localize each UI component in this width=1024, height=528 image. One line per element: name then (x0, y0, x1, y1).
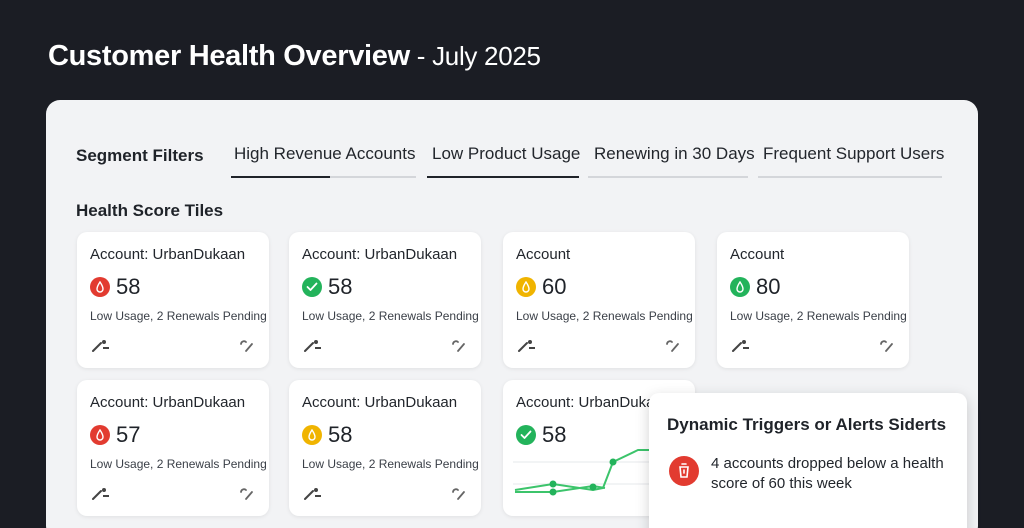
link-icon[interactable] (449, 486, 467, 502)
tile-score: 58 (328, 274, 353, 299)
tab-active-indicator (231, 176, 330, 178)
tile-score: 60 (542, 274, 567, 299)
check-icon (302, 277, 322, 297)
alert-icon (669, 456, 699, 486)
tile-account-name: Account (730, 246, 785, 263)
alert-drop-icon (90, 277, 110, 297)
health-tile[interactable]: Account 60 Low Usage, 2 Renewals Pending (503, 232, 695, 368)
link-icon[interactable] (237, 486, 255, 502)
tile-description: Low Usage, 2 Renewals Pending (90, 309, 267, 323)
tab-renewing-underline (588, 176, 748, 178)
tile-description: Low Usage, 2 Renewals Pending (302, 457, 479, 471)
tab-low-product-usage[interactable]: Low Product Usage (432, 144, 581, 163)
tab-high-revenue-accounts[interactable]: High Revenue Accounts (234, 144, 416, 163)
tile-description: Low Usage, 2 Renewals Pending (516, 309, 693, 323)
tile-account-name: Account: UrbanDukaan (302, 394, 458, 411)
alert-drop-icon (516, 277, 536, 297)
tile-score-row: 80 (730, 274, 780, 300)
tile-score-row: 58 (302, 422, 352, 448)
health-score-tiles-label: Health Score Tiles (76, 201, 224, 220)
tile-account-name: Account: UrbanDukaan (90, 394, 246, 411)
link-icon[interactable] (449, 338, 467, 354)
tile-description: Low Usage, 2 Renewals Pending (90, 457, 267, 471)
tile-score: 57 (116, 422, 141, 447)
tile-account-name: Account: UrbanDukaa (516, 394, 663, 411)
edit-tool-icon[interactable] (517, 338, 537, 352)
health-tile[interactable]: Account: UrbanDukaan 58 Low Usage, 2 Ren… (289, 380, 481, 516)
alerts-title: Dynamic Triggers or Alerts Siderts (667, 415, 947, 434)
tile-description: Low Usage, 2 Renewals Pending (730, 309, 907, 323)
sparkline-point (589, 483, 597, 491)
tab-frequent-support-users[interactable]: Frequent Support Users (763, 144, 945, 163)
page-subtitle: - July 2025 (409, 41, 541, 71)
health-tile[interactable]: Account 80 Low Usage, 2 Renewals Pending (717, 232, 909, 368)
tile-account-name: Account (516, 246, 571, 263)
edit-tool-icon[interactable] (731, 338, 751, 352)
page-title: Customer Health Overview - July 2025 (48, 40, 541, 73)
tile-score-row: 60 (516, 274, 566, 300)
sparkline-point (549, 480, 557, 488)
alerts-panel: Dynamic Triggers or Alerts Siderts 4 acc… (649, 393, 967, 528)
alert-drop-icon (730, 277, 750, 297)
tab-high-revenue-underline (231, 176, 416, 178)
edit-tool-icon[interactable] (91, 338, 111, 352)
tab-frequent-support-underline (758, 176, 942, 178)
sparkline-point (609, 458, 617, 466)
segment-filters-label: Segment Filters (76, 146, 204, 165)
tile-description: Low Usage, 2 Renewals Pending (302, 309, 479, 323)
edit-tool-icon[interactable] (303, 338, 323, 352)
tile-score: 58 (328, 422, 353, 447)
tile-score-row: 57 (90, 422, 140, 448)
health-tile[interactable]: Account: UrbanDukaan 57 Low Usage, 2 Ren… (77, 380, 269, 516)
tile-account-name: Account: UrbanDukaan (90, 246, 246, 263)
sparkline-point (549, 488, 557, 496)
tile-score: 58 (116, 274, 141, 299)
alert-drop-icon (90, 425, 110, 445)
tab-low-product-usage-underline (427, 176, 579, 178)
page-title-text: Customer Health Overview (48, 40, 410, 72)
alert-message: 4 accounts dropped below a health score … (711, 455, 944, 492)
health-tile[interactable]: Account: UrbanDukaan 58 Low Usage, 2 Ren… (77, 232, 269, 368)
link-icon[interactable] (237, 338, 255, 354)
tile-score-row: 58 (516, 422, 566, 448)
tile-score-row: 58 (90, 274, 140, 300)
tile-score: 58 (542, 422, 567, 447)
tile-account-name: Account: UrbanDukaan (302, 246, 458, 263)
tile-score: 80 (756, 274, 781, 299)
alert-drop-icon (302, 425, 322, 445)
link-icon[interactable] (877, 338, 895, 354)
edit-tool-icon[interactable] (303, 486, 323, 500)
edit-tool-icon[interactable] (91, 486, 111, 500)
link-icon[interactable] (663, 338, 681, 354)
tab-renewing-30-days[interactable]: Renewing in 30 Days (594, 144, 755, 163)
health-tile[interactable]: Account: UrbanDukaan 58 Low Usage, 2 Ren… (289, 232, 481, 368)
tile-score-row: 58 (302, 274, 352, 300)
check-icon (516, 425, 536, 445)
